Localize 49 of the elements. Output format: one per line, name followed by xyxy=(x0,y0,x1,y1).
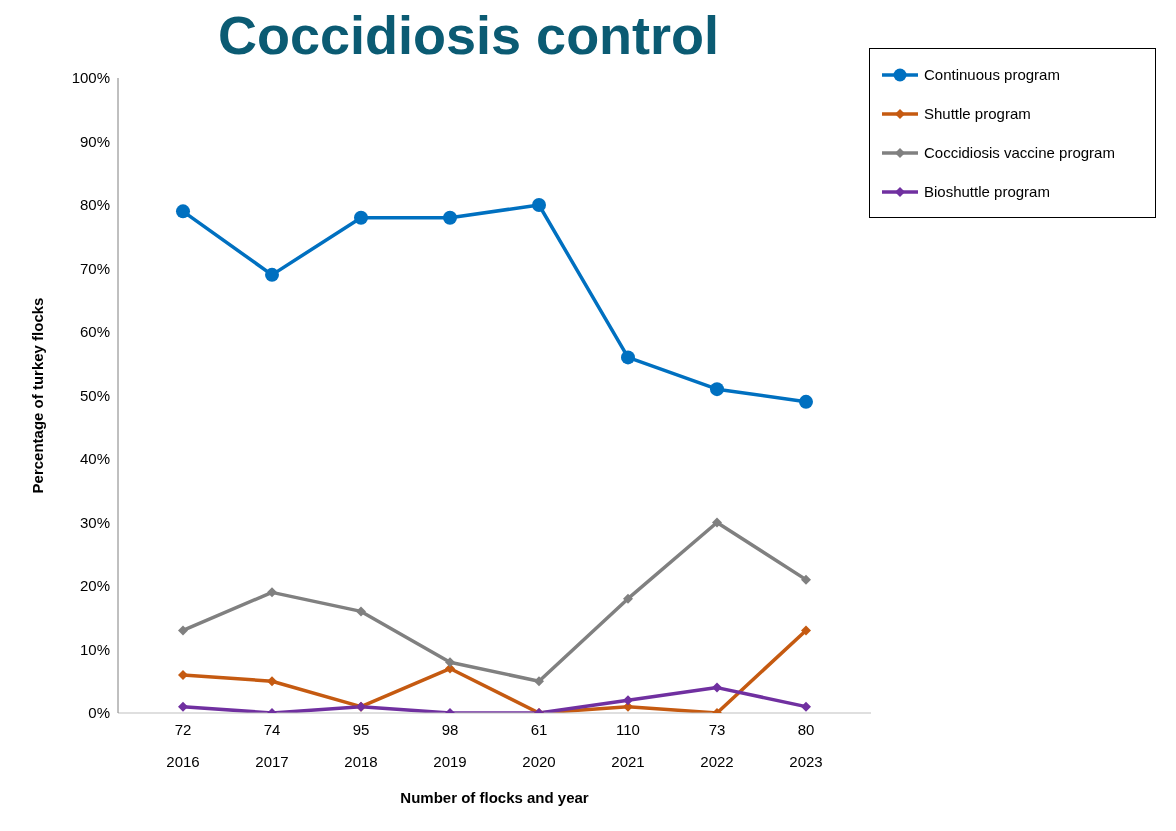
y-tick-label: 100% xyxy=(71,69,110,87)
point xyxy=(445,657,455,668)
point xyxy=(801,625,811,636)
y-tick-label: 70% xyxy=(79,259,110,277)
y-tick-label: 80% xyxy=(79,196,110,214)
point xyxy=(178,669,188,680)
point xyxy=(267,676,277,687)
point xyxy=(710,382,724,397)
point xyxy=(534,676,544,687)
x-tick-label: 95 2018 xyxy=(344,721,378,770)
point xyxy=(623,695,633,706)
point xyxy=(178,701,188,712)
point xyxy=(623,593,633,604)
y-axis-title: Percentage of turkey flocks xyxy=(29,297,47,494)
x-tick-label: 110 2021 xyxy=(611,721,645,770)
point xyxy=(265,267,279,282)
legend-label: Coccidiosis vaccine program xyxy=(924,142,1115,163)
point xyxy=(267,587,277,598)
point xyxy=(176,204,190,219)
y-tick-label: 90% xyxy=(79,132,110,150)
point xyxy=(443,210,457,225)
point xyxy=(354,210,368,225)
chart-title: Coccidiosis control xyxy=(218,4,720,66)
y-tick-label: 60% xyxy=(79,323,110,341)
y-tick-label: 30% xyxy=(79,513,110,531)
x-axis-title: Number of flocks and year xyxy=(400,789,589,806)
point xyxy=(712,682,722,693)
point xyxy=(532,198,546,212)
legend-label: Shuttle program xyxy=(924,103,1031,124)
x-tick-label: 73 2022 xyxy=(700,721,734,770)
y-tick-label: 0% xyxy=(88,704,110,722)
point xyxy=(801,574,811,585)
y-tick-label: 20% xyxy=(79,577,110,595)
x-tick-label: 98 2019 xyxy=(433,721,467,770)
point xyxy=(712,517,722,528)
x-tick-label: 74 2017 xyxy=(255,721,289,770)
y-tick-label: 40% xyxy=(79,450,110,468)
point xyxy=(799,394,813,409)
point xyxy=(356,606,366,617)
y-tick-label: 10% xyxy=(79,640,110,658)
point xyxy=(621,350,635,365)
x-tick-label: 72 2016 xyxy=(166,721,200,770)
y-tick-label: 50% xyxy=(79,386,110,404)
legend-label: Bioshuttle program xyxy=(924,181,1050,202)
point xyxy=(178,625,188,636)
x-tick-label: 80 2023 xyxy=(789,721,823,770)
point xyxy=(801,701,811,712)
x-tick-label: 61 2020 xyxy=(522,721,556,770)
legend-label: Continuous program xyxy=(924,64,1060,85)
